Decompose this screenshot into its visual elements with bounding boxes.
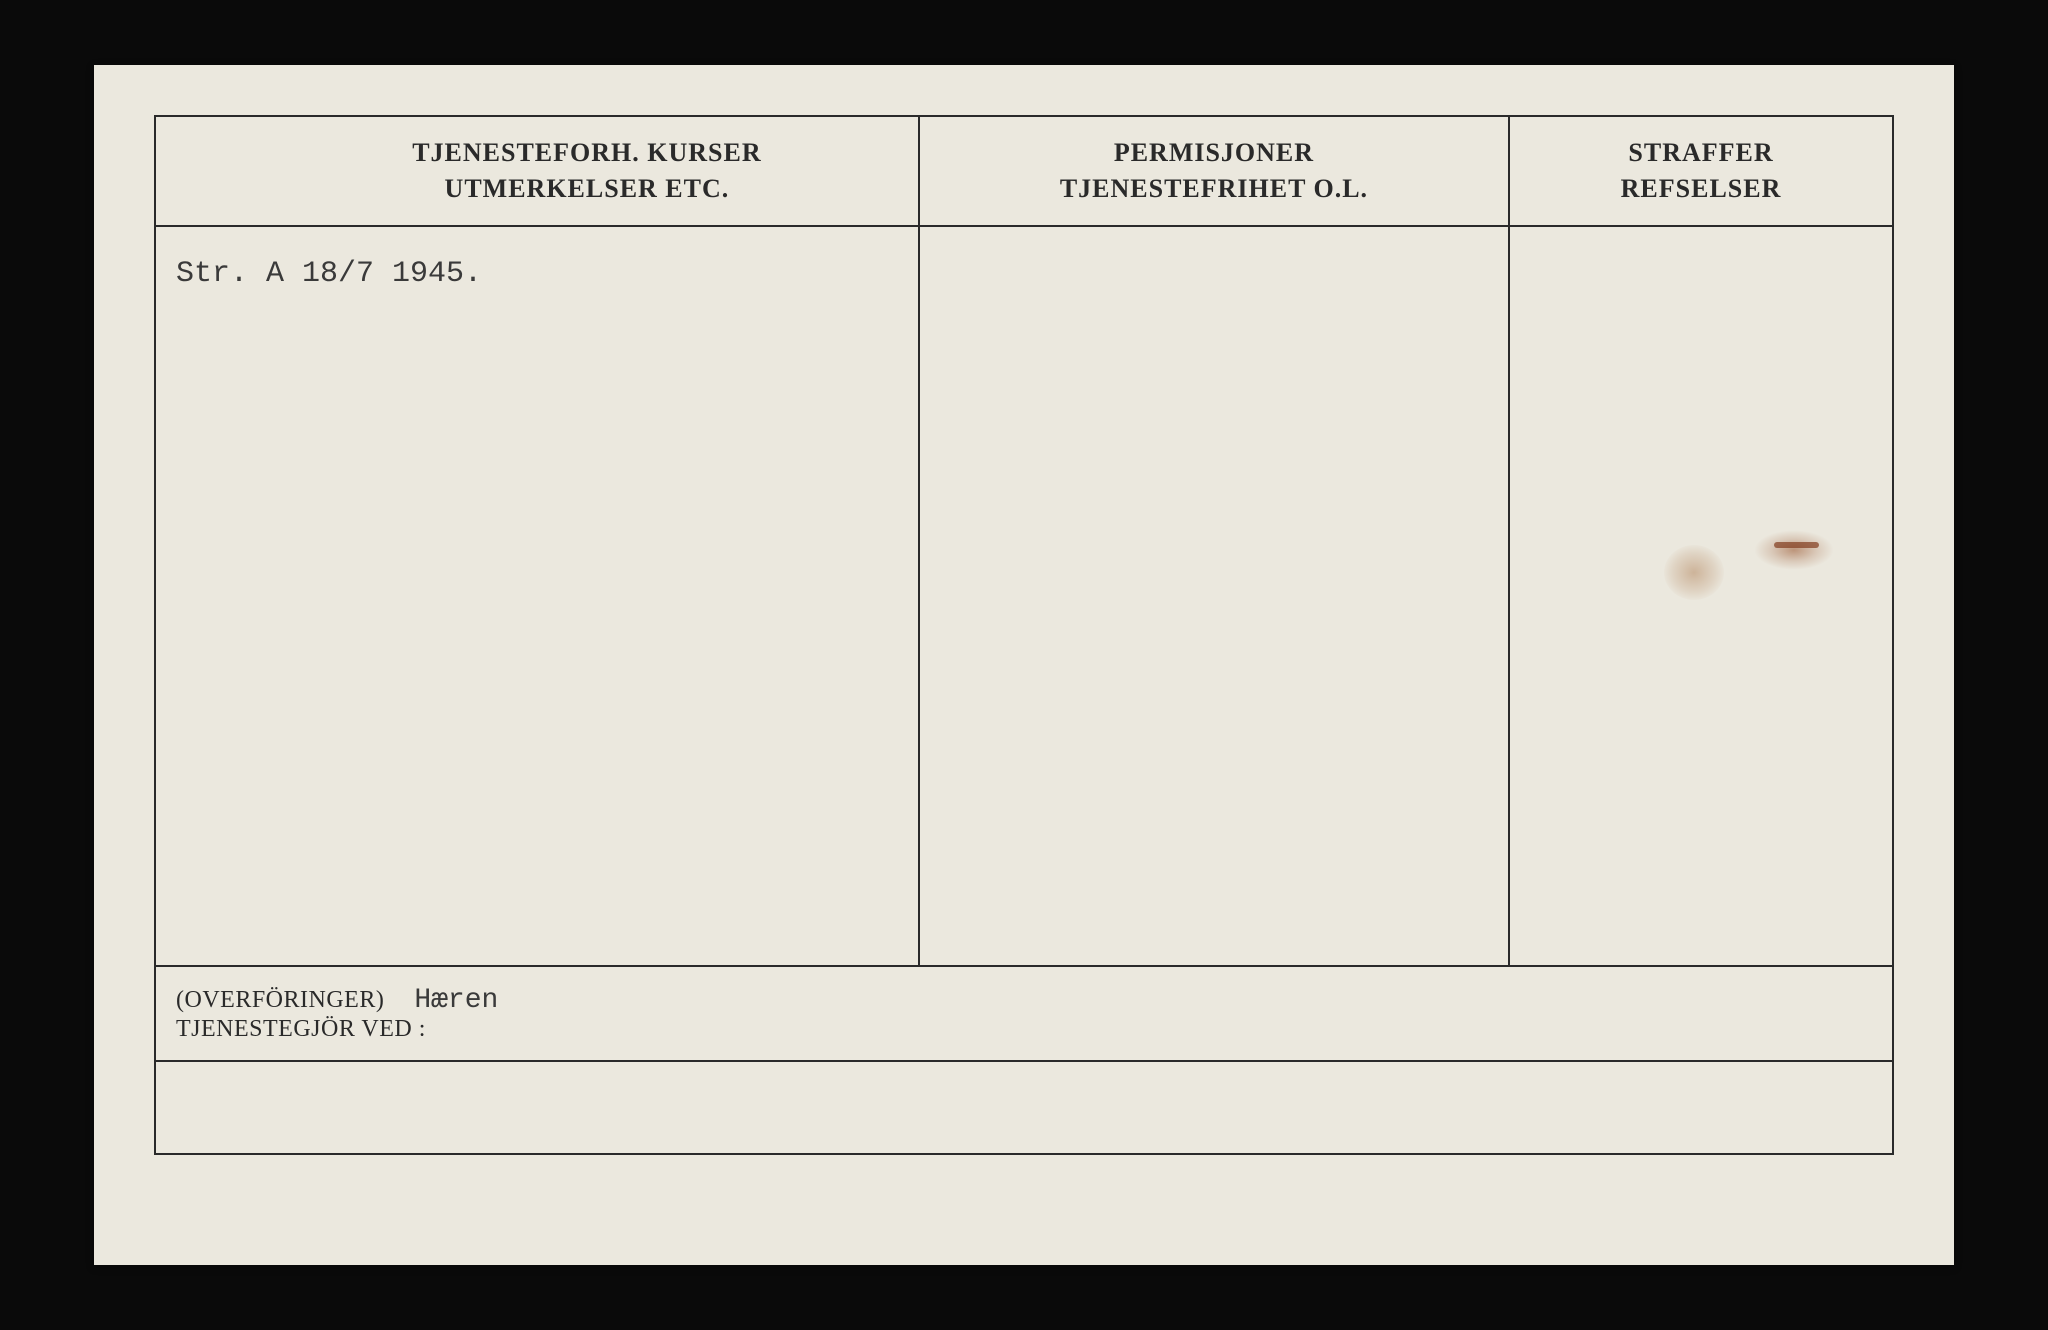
header-col1: TJENESTEFORH. KURSER UTMERKELSER ETC. <box>156 117 920 225</box>
footer-line2: TJENESTEGJÖR VED : <box>176 1016 1872 1043</box>
header-row: TJENESTEFORH. KURSER UTMERKELSER ETC. PE… <box>156 117 1892 227</box>
body-col1: Str. A 18/7 1945. <box>156 227 920 965</box>
header-col3-line2: REFSELSER <box>1621 171 1782 207</box>
header-col2-line2: TJENESTEFRIHET O.L. <box>1060 171 1368 207</box>
service-entry: Str. A 18/7 1945. <box>176 257 482 291</box>
header-col3: STRAFFER REFSELSER <box>1510 117 1892 225</box>
body-row: Str. A 18/7 1945. <box>156 227 1892 967</box>
header-col2-line1: PERMISJONER <box>1114 135 1314 171</box>
footer-row: (OVERFÖRINGER) Hæren TJENESTEGJÖR VED : <box>156 967 1892 1062</box>
header-col1-line2: UTMERKELSER ETC. <box>445 171 730 207</box>
header-col3-line1: STRAFFER <box>1628 135 1773 171</box>
footer-label1: (OVERFÖRINGER) <box>176 987 384 1014</box>
paper-stain <box>1754 530 1834 570</box>
header-col1-line1: TJENESTEFORH. KURSER <box>412 135 761 171</box>
paper-stain <box>1664 545 1724 600</box>
index-card: TJENESTEFORH. KURSER UTMERKELSER ETC. PE… <box>94 65 1954 1265</box>
header-col2: PERMISJONER TJENESTEFRIHET O.L. <box>920 117 1510 225</box>
card-content: TJENESTEFORH. KURSER UTMERKELSER ETC. PE… <box>154 115 1894 1155</box>
footer-label2: TJENESTEGJÖR VED : <box>176 1016 426 1043</box>
footer-line1: (OVERFÖRINGER) Hæren <box>176 985 1872 1016</box>
bottom-row <box>156 1062 1892 1147</box>
footer-value: Hæren <box>414 985 498 1016</box>
body-col2 <box>920 227 1510 965</box>
